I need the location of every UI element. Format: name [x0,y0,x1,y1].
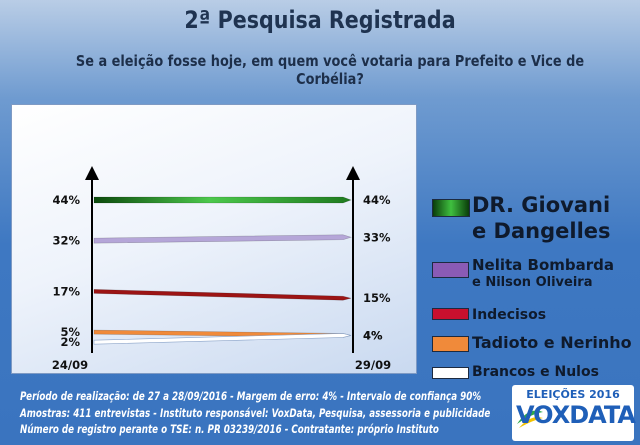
x-tick-label-start: 24/09 [52,358,88,372]
legend-label-line1: Nelita Bombarda [472,256,615,274]
legend-label-line1: DR. Giovani [472,193,611,217]
voxdata-logo: ELEIÇÕES 2016 VOXDATA [512,385,636,441]
series-start-label: 32% [52,234,80,248]
series-line-1 [93,196,352,204]
series-start-label: 5% [60,325,80,339]
legend-swatch [432,262,469,278]
legend-label-line1: Indecisos [472,307,547,323]
series-end-label: 15% [363,291,391,305]
series-start-label: 17% [52,284,80,298]
series-end-label: 4% [363,328,383,342]
series-end-label: 44% [363,193,391,207]
flag-swoosh-icon [517,410,543,428]
survey-sample-line: Amostras: 411 entrevistas - Instituto re… [20,405,491,420]
legend-swatch [432,199,470,217]
series-end-label: 33% [363,230,391,244]
series-line-5 [93,333,352,345]
series-line-2 [93,234,353,244]
legend-label-line2: e Dangelles [472,219,611,243]
legend-swatch [432,336,469,352]
logo-tagline: ELEIÇÕES 2016 [526,388,620,401]
chart-panel: 44% 44% 32% 33% 17% 15% 5% 4% 2% 4% 24/09 29/09 [11,104,417,374]
survey-details: Período de realização: de 27 a 28/09/201… [20,388,491,438]
poll-line-chart: 44% 44%32% 33%17% 15%5% 4%2% 4%24/09 29/09 [52,166,391,372]
legend-label-line1: Brancos e Nulos [472,364,599,380]
series-start-label: 44% [52,193,80,207]
series-start-label: 2% [60,335,80,349]
logo-wordmark: VOXDATA [516,401,636,429]
survey-period-line: Período de realização: de 27 a 28/09/201… [20,389,482,403]
legend-swatch [432,367,469,379]
legend-label-line1: Tadioto e Nerinho [472,333,632,352]
survey-registration-line: Número de registro perante o TSE: n. PR … [20,422,439,436]
x-tick-label-end: 29/09 [355,358,391,372]
page-subtitle: Se a eleição fosse hoje, em quem você vo… [75,52,585,88]
series-line-3 [93,289,352,301]
series-end-label: 4% [363,328,383,342]
page-title: 2ª Pesquisa Registrada [184,6,456,34]
legend-label-line2: e Nilson Oliveira [472,275,593,290]
legend-swatch [432,308,469,320]
